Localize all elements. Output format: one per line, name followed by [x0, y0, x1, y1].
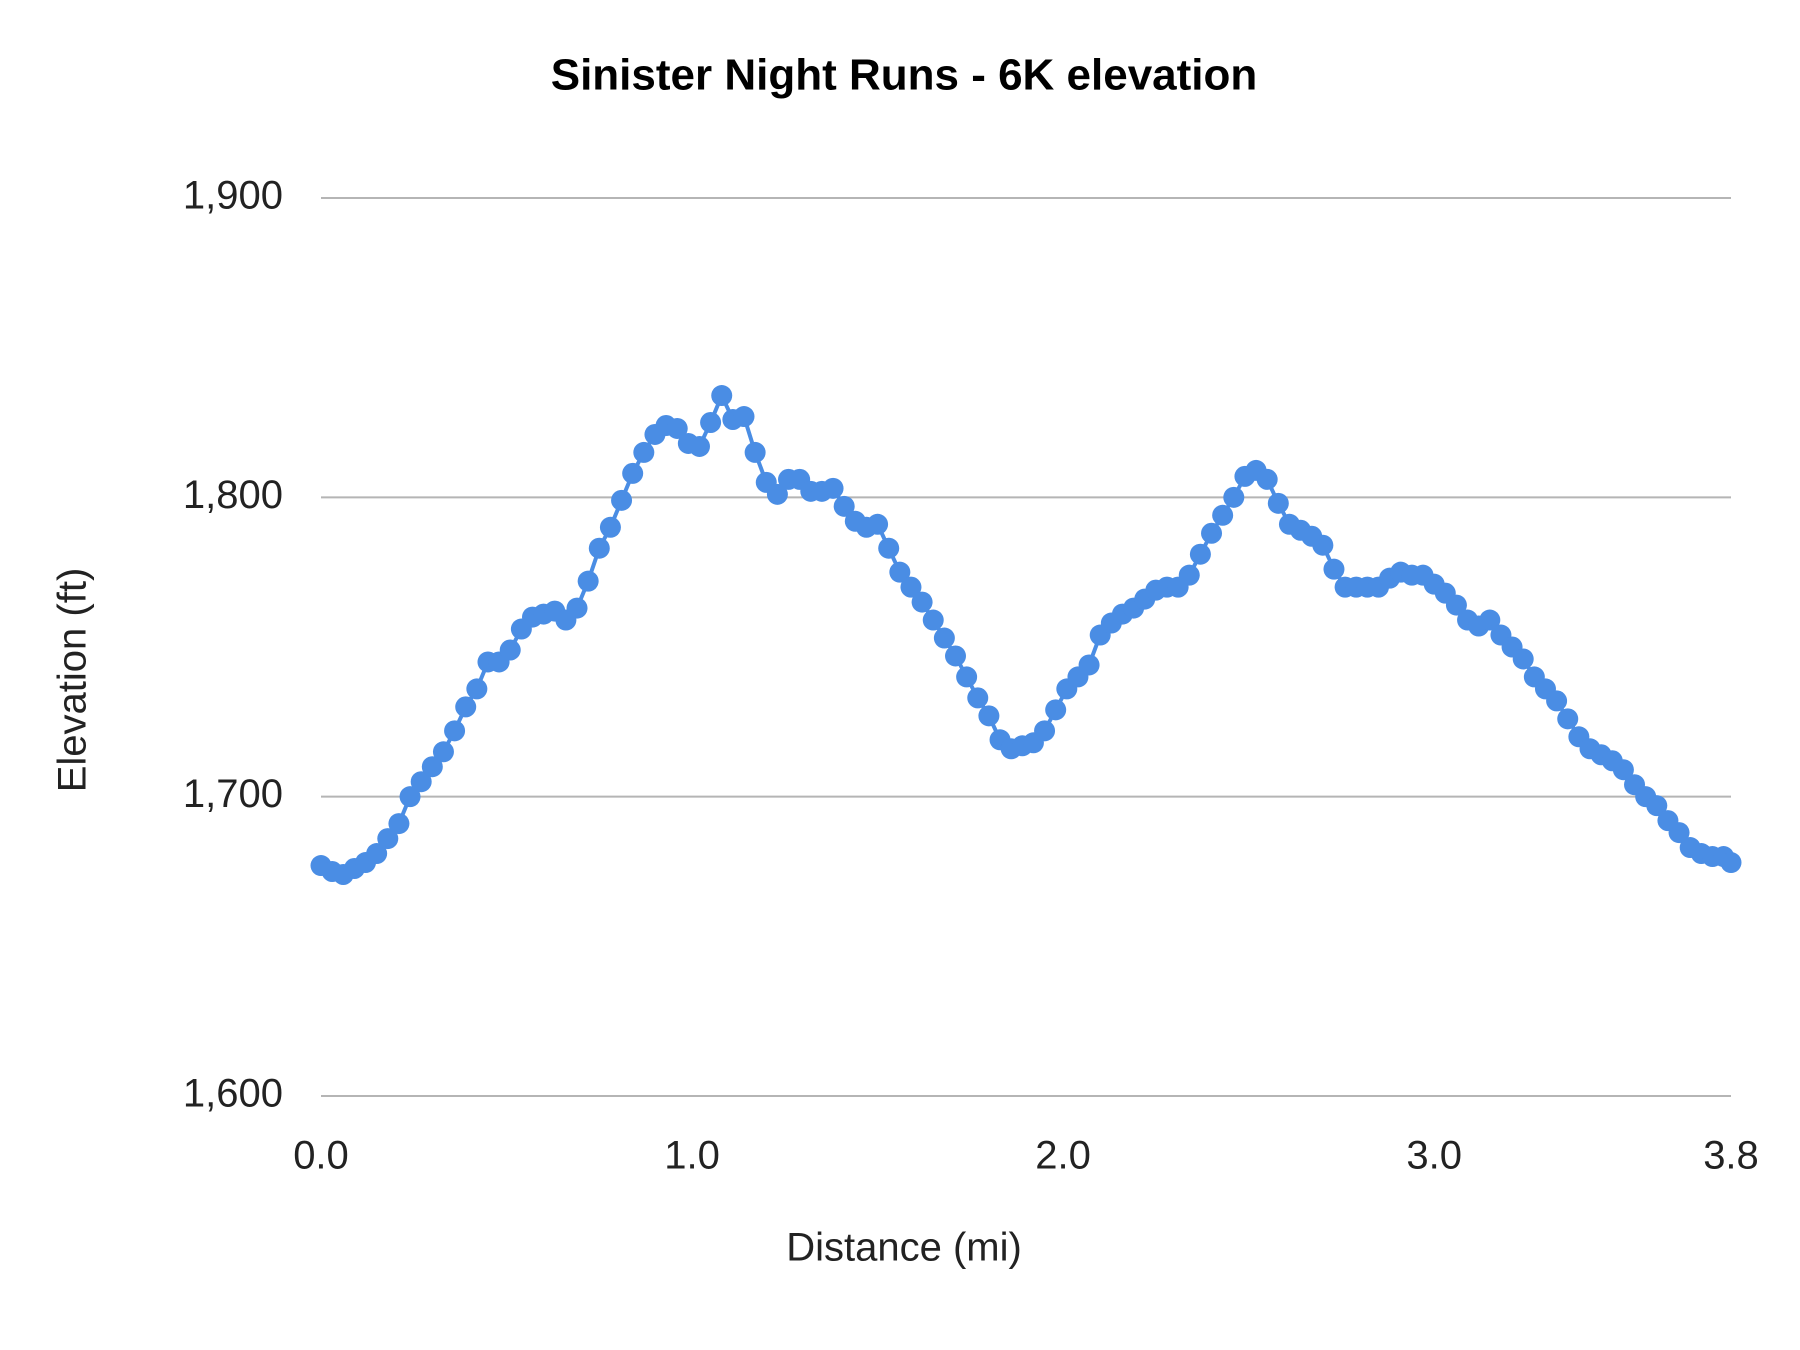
data-point: [577, 570, 599, 592]
x-tick-label: 3.8: [1703, 1134, 1759, 1178]
data-point: [1646, 795, 1668, 817]
data-point: [666, 417, 688, 439]
data-point: [700, 412, 722, 433]
data-point: [766, 483, 788, 505]
data-point: [388, 813, 410, 835]
data-point: [688, 435, 710, 457]
data-point: [1612, 759, 1634, 781]
x-axis-title: Distance (mi): [786, 1226, 1022, 1270]
data-point: [1546, 690, 1568, 712]
data-point: [1045, 699, 1067, 721]
data-point: [1078, 654, 1100, 676]
data-point: [444, 720, 466, 742]
data-point: [611, 489, 633, 511]
data-point: [978, 705, 1000, 727]
data-point: [911, 591, 933, 613]
data-point: [1312, 534, 1334, 556]
x-tick-label: 1.0: [664, 1134, 720, 1178]
data-point: [1267, 492, 1289, 514]
data-point: [833, 495, 855, 517]
x-tick-label: 2.0: [1035, 1134, 1091, 1178]
data-point: [878, 537, 900, 559]
data-point: [889, 561, 911, 583]
data-point: [1557, 708, 1579, 730]
data-point: [867, 513, 889, 535]
data-point: [455, 696, 477, 718]
series-line: [320, 393, 1733, 877]
y-tick-label: 1,700: [183, 772, 283, 816]
data-point: [922, 609, 944, 631]
data-point: [744, 441, 766, 463]
data-point: [499, 639, 521, 661]
data-point: [1256, 468, 1278, 490]
data-point: [588, 537, 610, 559]
y-tick-label: 1,600: [183, 1072, 283, 1116]
data-point: [1323, 558, 1345, 580]
data-point: [933, 627, 955, 649]
data-point: [410, 771, 432, 793]
data-point: [1223, 486, 1245, 508]
data-point: [1178, 564, 1200, 586]
data-point: [399, 786, 421, 808]
data-point: [1212, 504, 1234, 526]
data-point: [1445, 594, 1467, 616]
data-point: [599, 516, 621, 538]
data-point: [1201, 522, 1223, 544]
data-point: [566, 597, 588, 619]
y-axis-title: Elevation (ft): [51, 568, 95, 793]
chart-title: Sinister Night Runs - 6K elevation: [551, 51, 1258, 100]
data-point: [377, 828, 399, 850]
data-point: [1668, 822, 1690, 844]
data-point: [945, 645, 966, 667]
data-point: [1189, 543, 1211, 565]
data-point: [622, 462, 644, 484]
data-point: [967, 687, 989, 709]
data-point: [466, 678, 488, 700]
data-point: [1034, 720, 1056, 742]
data-point: [956, 666, 978, 688]
data-point: [1479, 609, 1501, 631]
y-tick-label: 1,800: [183, 473, 283, 517]
data-point: [733, 406, 755, 428]
data-point: [711, 385, 733, 407]
data-point: [633, 441, 655, 463]
data-point: [822, 477, 844, 499]
y-tick-label: 1,900: [183, 174, 283, 218]
data-point: [366, 843, 388, 865]
x-tick-label: 0.0: [293, 1134, 349, 1178]
data-point: [432, 741, 454, 763]
data-point: [1512, 648, 1534, 670]
x-tick-label: 3.0: [1406, 1134, 1462, 1178]
data-point: [421, 756, 443, 778]
data-point: [1720, 852, 1742, 874]
data-point: [900, 576, 922, 598]
